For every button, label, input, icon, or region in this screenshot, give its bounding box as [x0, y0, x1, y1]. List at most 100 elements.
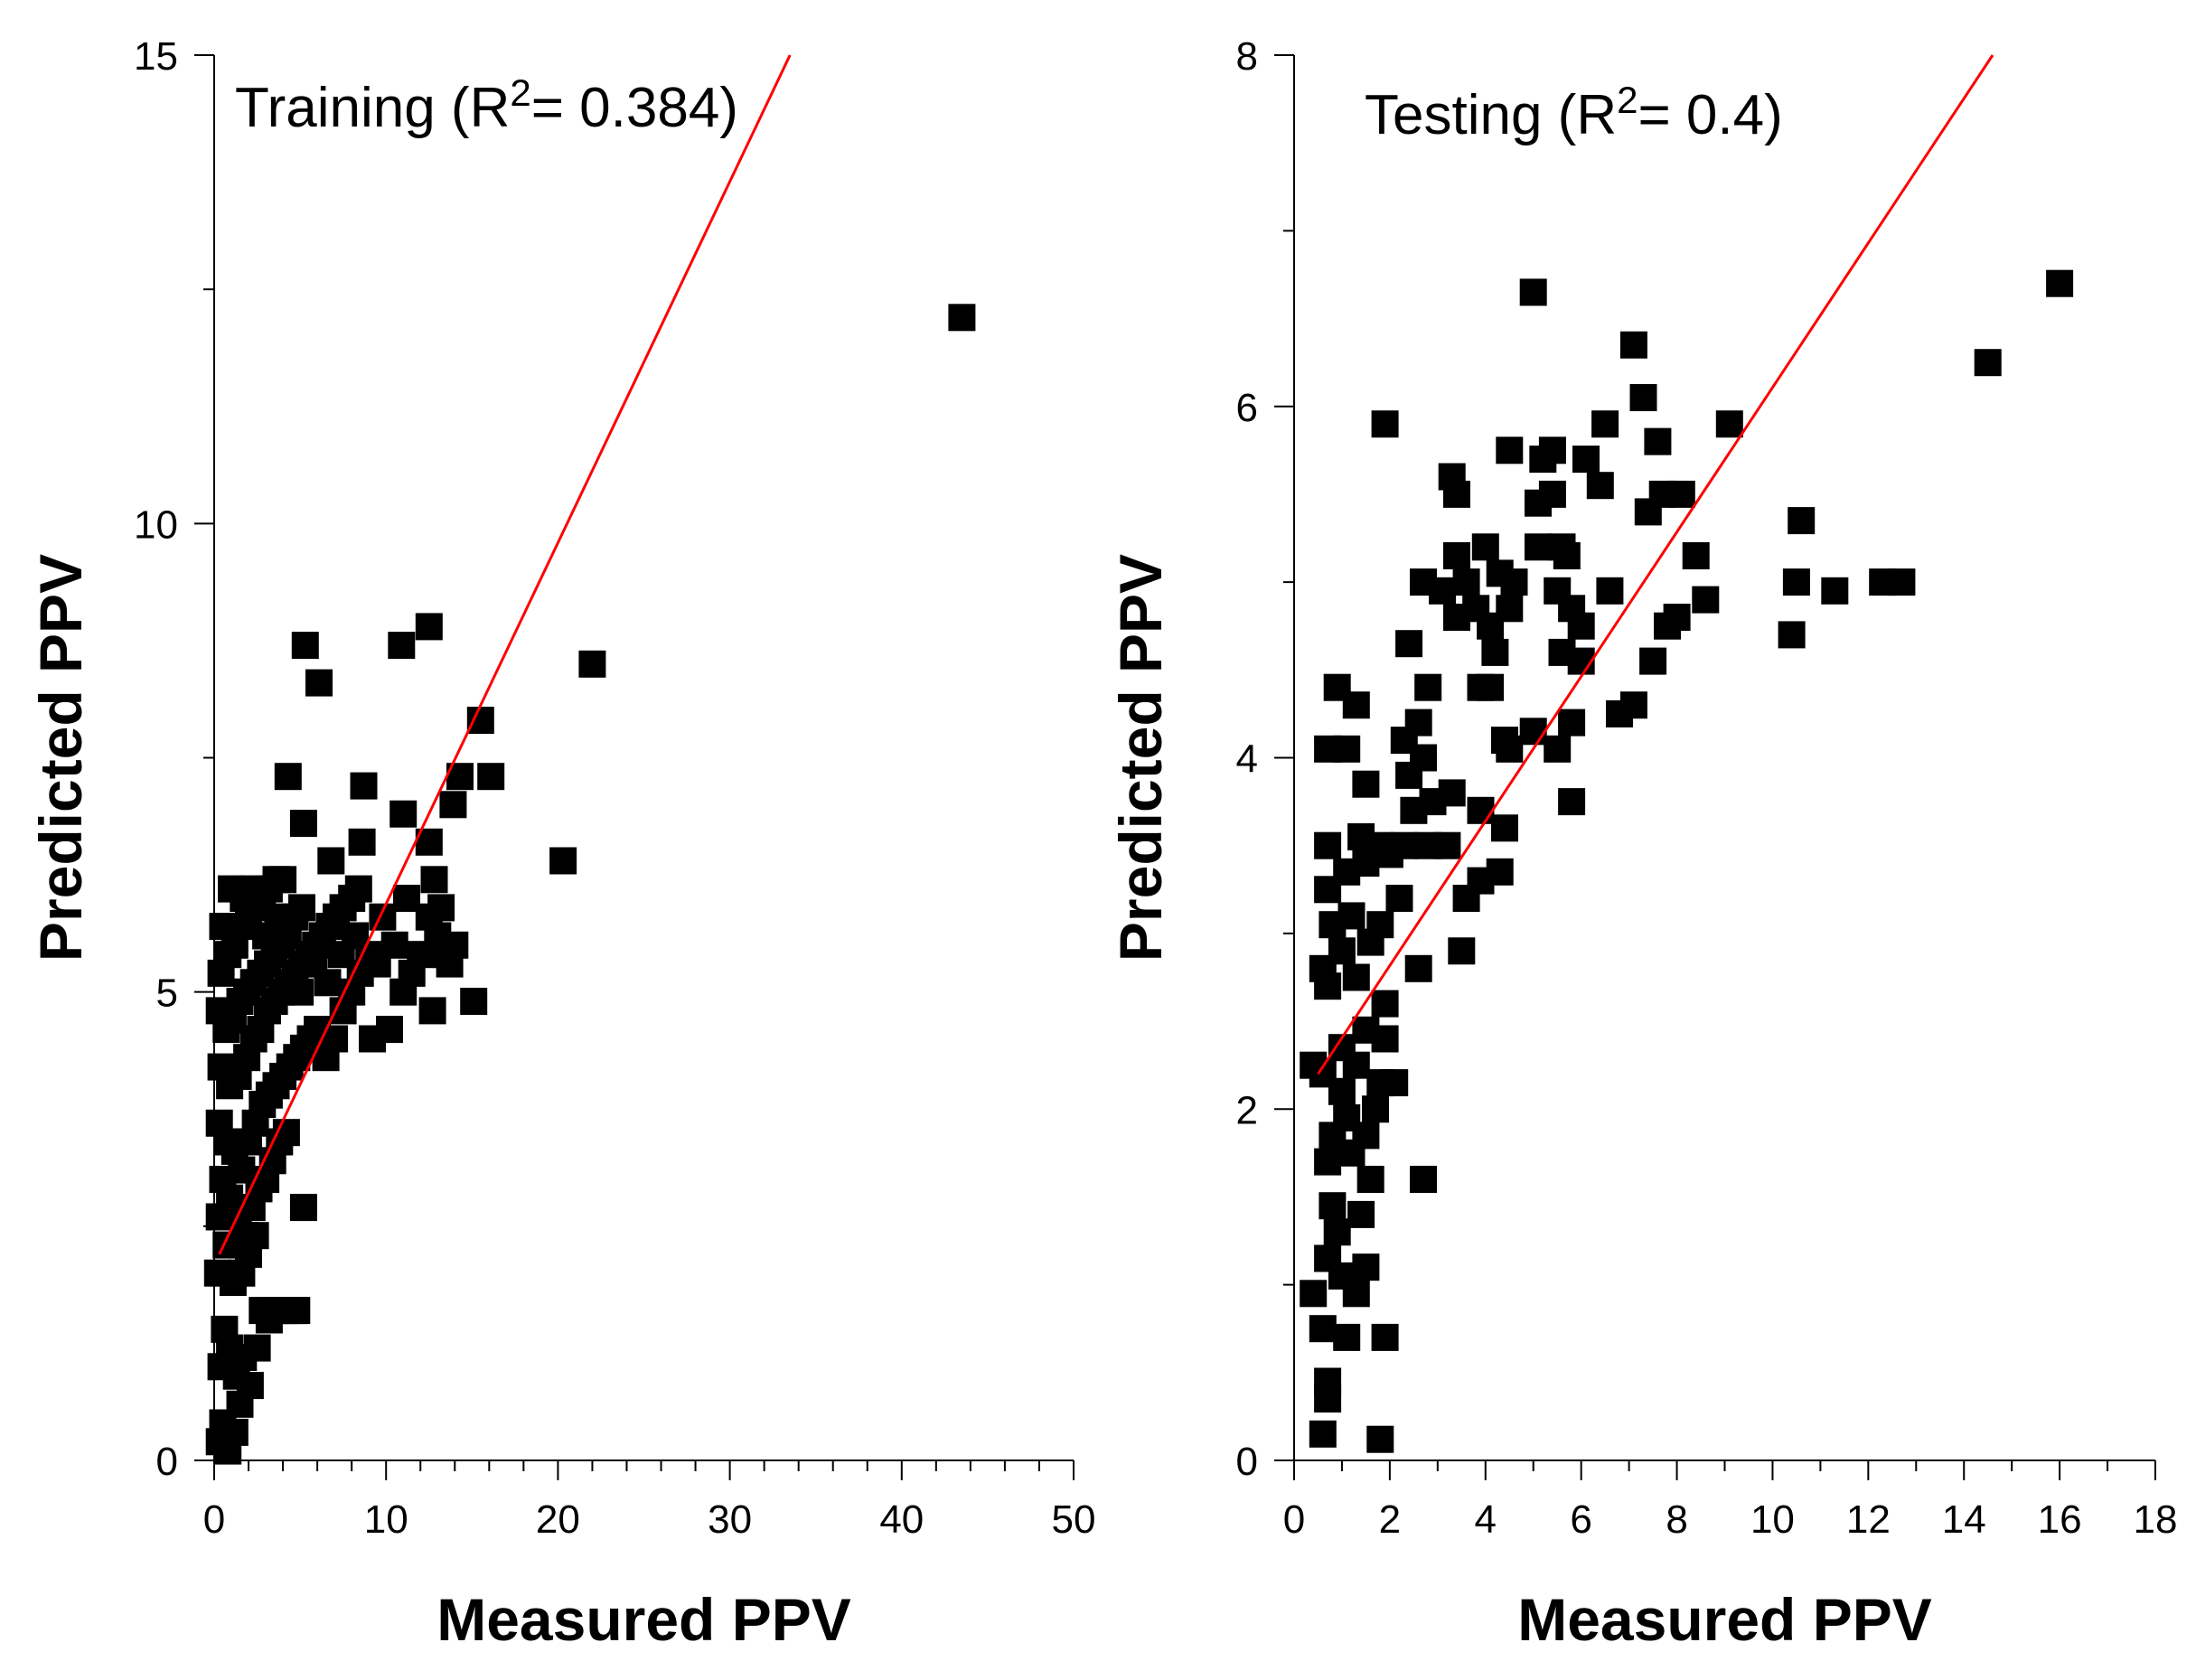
testing-point-40	[1337, 902, 1365, 930]
testing-point-62	[1404, 709, 1432, 737]
testing-point-66	[1395, 630, 1423, 658]
testing-point-16	[1410, 1166, 1437, 1193]
testing-x-tick-label: 8	[1666, 1497, 1687, 1542]
testing-point-120	[1572, 446, 1600, 474]
training-y-tick-label: 15	[134, 34, 178, 79]
testing-r2: = 0.4)	[1638, 84, 1782, 146]
testing-point-98	[1567, 612, 1595, 640]
training-point-11	[236, 1372, 264, 1400]
testing-point-68	[1491, 814, 1518, 842]
testing-point-129	[1782, 568, 1810, 596]
training-y-tick-label: 10	[134, 502, 178, 547]
training-point-106	[314, 969, 342, 997]
training-point-3	[221, 1418, 249, 1446]
testing-point-103	[1619, 691, 1647, 719]
training-r2: = 0.384)	[531, 77, 738, 139]
testing-point-21	[1333, 1104, 1361, 1131]
training-point-126	[439, 791, 467, 819]
testing-point-65	[1323, 673, 1351, 701]
training-fit-line	[218, 54, 792, 1255]
training-point-122	[420, 866, 448, 894]
testing-point-101	[1596, 577, 1624, 605]
training-point-104	[286, 978, 314, 1006]
training-points	[203, 304, 976, 1465]
training-x-tick-label: 0	[203, 1497, 225, 1542]
testing-point-113	[1538, 480, 1566, 508]
testing-point-15	[1356, 1166, 1384, 1193]
testing-x-axis-title: Measured PPV	[1517, 1586, 1932, 1653]
testing-x-tick-label: 2	[1379, 1497, 1401, 1542]
testing-point-72	[1467, 867, 1495, 895]
training-point-112	[380, 931, 408, 959]
training-point-103	[264, 903, 292, 931]
training-point-123	[427, 894, 455, 922]
training-title-text: Training	[235, 77, 436, 139]
testing-point-123	[1715, 410, 1743, 438]
testing-point-125	[1629, 384, 1657, 411]
testing-point-60	[1333, 735, 1361, 763]
testing-point-71	[1448, 937, 1476, 965]
testing-point-126	[1619, 331, 1647, 359]
testing-point-35	[1404, 954, 1432, 982]
testing-point-131	[1821, 577, 1849, 605]
training-panel: 0 10 20 30 40 50 0 5 10 15 Training (R2= 0.384) M…	[27, 34, 1095, 1653]
training-point-74	[344, 875, 372, 903]
testing-point-83	[1496, 595, 1524, 623]
testing-x-tick-label: 6	[1570, 1497, 1591, 1542]
testing-point-104	[1639, 647, 1667, 675]
testing-point-31	[1352, 1016, 1380, 1044]
testing-point-127	[1519, 278, 1547, 306]
testing-point-135	[2046, 269, 2074, 297]
testing-point-47	[1314, 831, 1342, 859]
testing-point-28	[1381, 1069, 1409, 1097]
testing-point-51	[1366, 831, 1394, 859]
training-point-130	[460, 988, 488, 1015]
testing-point-124	[1371, 410, 1399, 438]
testing-point-90	[1500, 568, 1528, 596]
training-x-axis-title: Measured PPV	[436, 1586, 851, 1653]
training-point-143	[415, 613, 443, 641]
testing-point-34	[1342, 963, 1370, 991]
testing-point-134	[1974, 349, 2002, 377]
training-y-axis-title: Predicted PPV	[27, 554, 94, 962]
testing-y-axis-title: Predicted PPV	[1107, 554, 1174, 962]
testing-point-122	[1644, 427, 1672, 455]
testing-point-119	[1538, 436, 1566, 465]
training-point-132	[477, 763, 505, 791]
training-point-136	[350, 772, 378, 800]
testing-point-55	[1438, 779, 1466, 807]
testing-y-tick-label: 8	[1236, 34, 1258, 79]
training-point-124	[436, 950, 464, 978]
testing-point-12	[1323, 1218, 1351, 1246]
testing-point-14	[1319, 1192, 1347, 1220]
training-point-137	[317, 847, 345, 875]
testing-point-106	[1663, 604, 1691, 631]
testing-point-107	[1692, 586, 1720, 614]
testing-y-tick-label: 2	[1236, 1088, 1258, 1132]
testing-point-0	[1309, 1420, 1337, 1448]
training-title-sup: 2	[510, 71, 530, 114]
testing-fit-line	[1317, 54, 1994, 1075]
testing-point-4	[1371, 1323, 1399, 1351]
testing-point-75	[1519, 718, 1547, 746]
testing-title-paren: (R	[1542, 84, 1617, 146]
training-point-101	[239, 875, 267, 903]
testing-point-3	[1314, 1367, 1342, 1395]
testing-axes	[1274, 54, 2156, 1480]
testing-point-74	[1496, 735, 1524, 763]
testing-point-133	[1888, 568, 1916, 596]
testing-point-41	[1366, 911, 1394, 939]
testing-point-77	[1558, 709, 1586, 737]
testing-x-tick-label: 14	[1942, 1497, 1986, 1542]
testing-tick-labels: 0 2 4 6 8 10 12 14 16 18 0 2 4 6 8	[1236, 34, 2178, 1542]
training-point-139	[289, 810, 317, 838]
testing-x-tick-label: 10	[1750, 1497, 1795, 1542]
testing-y-tick-label: 6	[1236, 386, 1258, 430]
testing-point-87	[1410, 568, 1437, 596]
testing-y-tick-label: 0	[1236, 1440, 1258, 1484]
testing-point-56	[1352, 770, 1380, 798]
training-point-97	[269, 866, 297, 894]
testing-point-76	[1544, 735, 1572, 763]
